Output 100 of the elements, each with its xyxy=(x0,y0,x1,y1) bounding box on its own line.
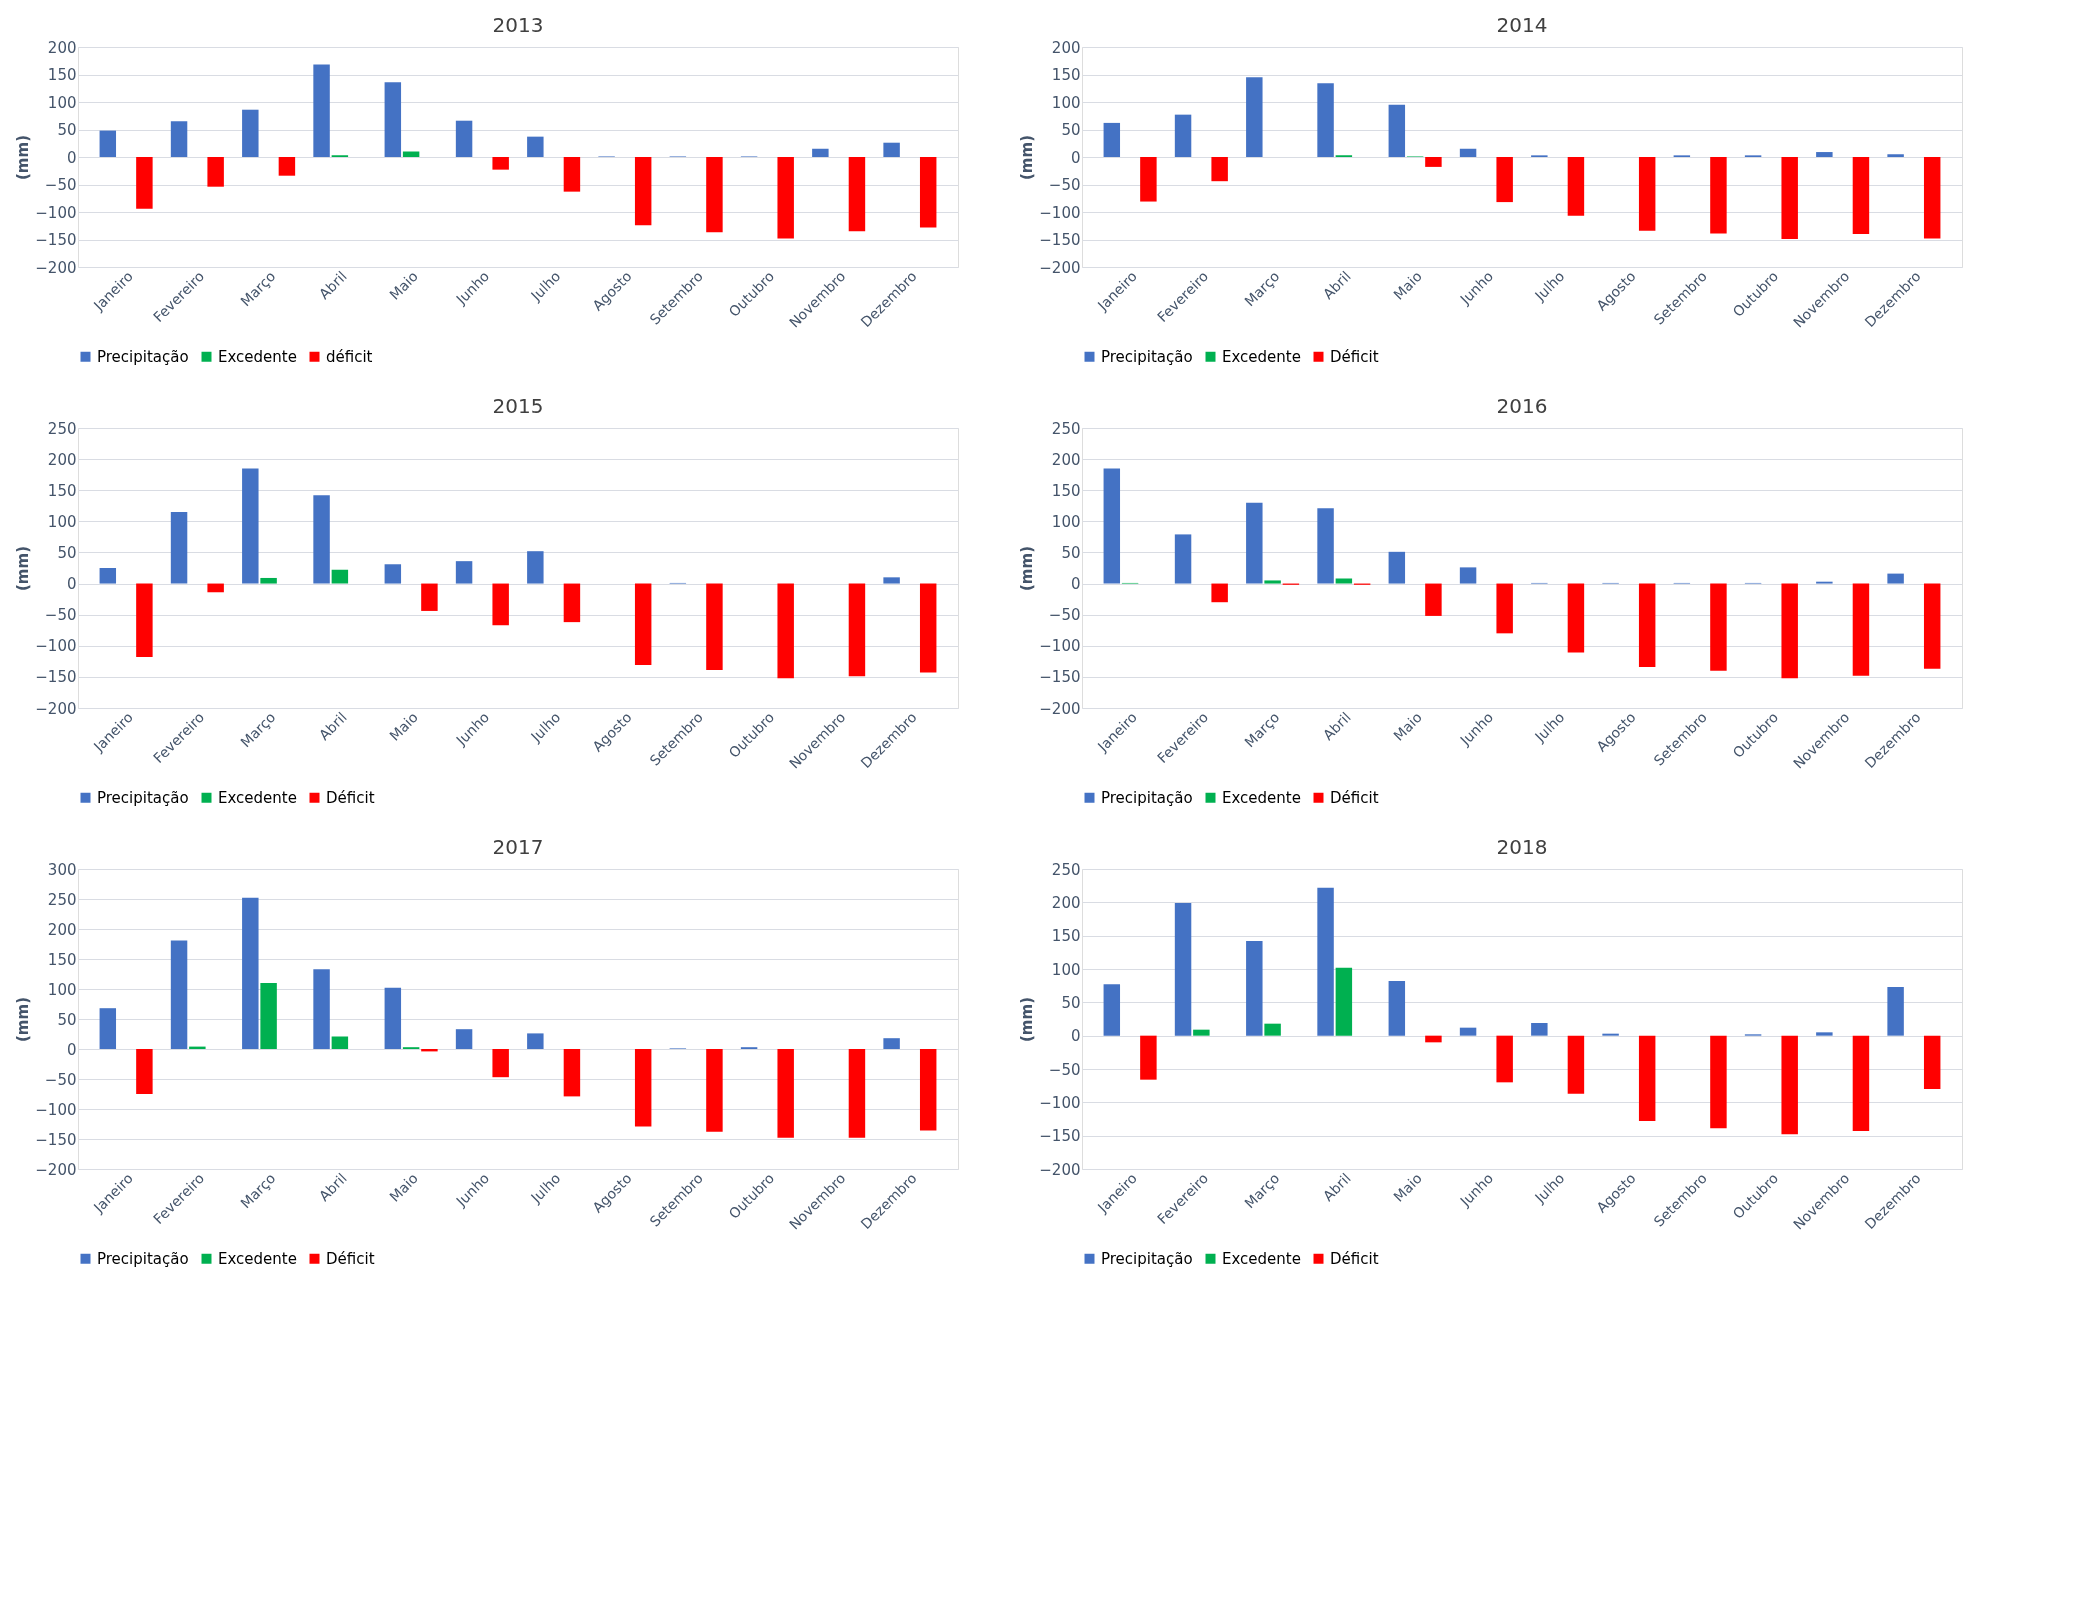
legend-label: Déficit xyxy=(1330,347,1379,366)
y-tick-label: −200 xyxy=(35,1160,77,1179)
y-tick-label: 0 xyxy=(66,148,77,167)
bar xyxy=(883,577,900,584)
bar xyxy=(1923,583,1941,669)
bar xyxy=(919,1049,937,1131)
bar xyxy=(1710,157,1727,234)
bar xyxy=(1531,1023,1548,1036)
legend-label: Precipitação xyxy=(1101,788,1193,807)
bar xyxy=(1425,583,1442,616)
y-tick-label: −100 xyxy=(35,203,77,222)
bar xyxy=(706,1049,723,1132)
bar xyxy=(242,468,259,584)
bar xyxy=(207,157,224,187)
bar xyxy=(207,583,224,593)
bar xyxy=(1638,583,1656,667)
y-tick-label: −50 xyxy=(1048,1060,1081,1079)
bar xyxy=(136,1049,153,1094)
bar xyxy=(1246,941,1263,1036)
bar xyxy=(455,120,473,157)
y-tick-label: 200 xyxy=(47,450,77,469)
bar xyxy=(1567,583,1585,653)
bar xyxy=(1710,583,1727,671)
y-tick-label: −100 xyxy=(1039,203,1081,222)
bar xyxy=(1193,1029,1210,1036)
y-axis-title: (mm) xyxy=(1018,997,1037,1042)
bar xyxy=(1317,83,1334,157)
y-tick-label: 50 xyxy=(1061,121,1081,139)
bar xyxy=(919,583,937,673)
bar xyxy=(1103,122,1121,157)
y-tick-label: −150 xyxy=(35,231,77,249)
bar xyxy=(1459,148,1477,157)
y-axis-title: (mm) xyxy=(1018,135,1037,180)
chart-title: 2018 xyxy=(1496,835,1548,859)
bar xyxy=(634,583,652,666)
bar xyxy=(1852,583,1870,676)
bar xyxy=(777,157,794,239)
bar xyxy=(242,897,259,1049)
y-tick-label: 150 xyxy=(47,66,77,84)
y-tick-label: 100 xyxy=(1051,960,1081,979)
bar xyxy=(1923,157,1941,239)
bar xyxy=(313,969,330,1049)
legend-label: Déficit xyxy=(326,1249,375,1268)
y-tick-label: 250 xyxy=(1051,419,1081,438)
bar xyxy=(260,577,277,584)
y-tick-label: 150 xyxy=(1051,481,1081,500)
y-tick-label: 250 xyxy=(47,419,77,438)
bar xyxy=(1459,1027,1477,1036)
bar xyxy=(1264,1023,1281,1036)
bar xyxy=(919,157,937,228)
bar xyxy=(634,1049,652,1127)
bar xyxy=(1211,583,1228,603)
bar xyxy=(1388,104,1406,157)
y-tick-label: 50 xyxy=(1061,543,1081,562)
bar xyxy=(331,1036,349,1049)
y-tick-label: 50 xyxy=(57,1010,77,1029)
y-tick-label: 100 xyxy=(1051,512,1081,531)
bar xyxy=(1246,502,1263,584)
bar xyxy=(492,583,509,626)
bar xyxy=(1103,468,1121,584)
bar xyxy=(1264,580,1281,584)
bar xyxy=(1103,984,1121,1036)
y-tick-label: 0 xyxy=(1070,575,1081,594)
y-tick-label: 100 xyxy=(47,93,77,112)
bar xyxy=(170,121,188,157)
y-tick-label: −200 xyxy=(35,258,77,277)
bar xyxy=(563,1049,581,1097)
y-tick-label: 150 xyxy=(47,950,77,969)
y-tick-label: 0 xyxy=(1070,1027,1081,1046)
bar xyxy=(242,109,259,157)
y-tick-label: 50 xyxy=(57,121,77,139)
bar xyxy=(1388,981,1406,1036)
bar xyxy=(848,157,866,232)
y-axis-title: (mm) xyxy=(1018,546,1037,591)
bar xyxy=(260,983,277,1049)
bar xyxy=(492,1049,509,1078)
y-tick-label: −50 xyxy=(1048,176,1081,194)
y-tick-label: −200 xyxy=(1039,258,1081,277)
bar xyxy=(455,1029,473,1049)
y-tick-label: −200 xyxy=(35,699,77,718)
y-tick-label: −150 xyxy=(35,1130,77,1149)
legend-label: Excedente xyxy=(218,347,297,366)
bar xyxy=(1459,567,1477,584)
y-tick-label: 250 xyxy=(1051,860,1081,879)
bar xyxy=(384,987,402,1049)
bar xyxy=(1887,154,1904,157)
bar xyxy=(455,561,473,584)
legend-label: Excedente xyxy=(1222,1249,1301,1268)
bar xyxy=(1140,157,1157,202)
bar xyxy=(1923,1035,1941,1089)
bar xyxy=(1211,157,1228,182)
y-tick-label: −100 xyxy=(1039,637,1081,656)
bar xyxy=(1781,583,1798,679)
bar xyxy=(1852,1035,1870,1131)
bar xyxy=(563,583,581,623)
y-tick-label: 100 xyxy=(47,980,77,999)
y-tick-label: −100 xyxy=(35,1100,77,1119)
bar xyxy=(883,1038,900,1049)
bar xyxy=(1335,967,1353,1036)
bar xyxy=(99,568,117,584)
